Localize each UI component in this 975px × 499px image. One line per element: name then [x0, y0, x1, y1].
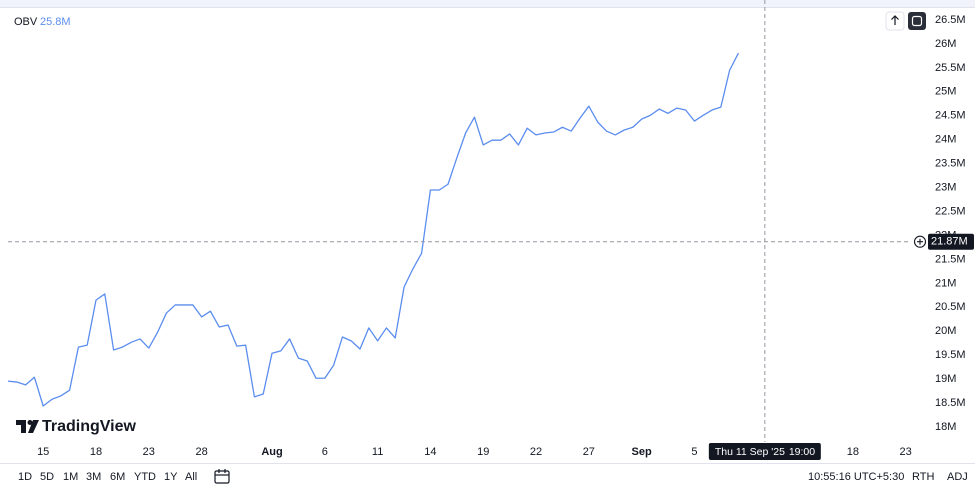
logo-dot — [27, 420, 33, 425]
obv-line — [7, 52, 740, 407]
plot-area: 18M18.5M19M19.5M20M20.5M21M21.5M22M22.5M… — [7, 0, 966, 458]
x-tick-label: Aug — [261, 446, 282, 458]
x-tick-label: 22 — [530, 446, 542, 458]
y-tick-label: 24.5M — [935, 110, 966, 122]
top-strip — [0, 0, 975, 7]
crosshair-date-label: Thu 11 Sep '25 — [715, 446, 785, 458]
y-tick-label: 26M — [935, 38, 956, 50]
x-tick-label: 18 — [847, 446, 859, 458]
arrow-icon — [891, 15, 899, 25]
x-tick-label: 28 — [195, 446, 207, 458]
calendar-icon — [214, 470, 230, 484]
x-tick-label: 11 — [372, 446, 383, 458]
brand-logo: TradingView — [16, 418, 137, 435]
y-tick-label: 23M — [935, 182, 956, 194]
range-button[interactable]: 1Y — [164, 471, 178, 483]
y-tick-label: 21M — [935, 277, 956, 289]
square-icon — [911, 15, 923, 27]
y-tick-label: 20M — [935, 325, 956, 337]
fullscreen-button[interactable] — [908, 12, 926, 30]
x-tick-label: 18 — [90, 446, 102, 458]
brand-name: TradingView — [42, 418, 137, 435]
x-tick-label: 6 — [322, 446, 328, 458]
range-button[interactable]: All — [185, 471, 197, 483]
x-tick-label: Sep — [632, 446, 652, 458]
time-label-box — [708, 443, 821, 460]
header: OBV 25.8M — [14, 16, 71, 28]
y-tick-label: 25M — [935, 86, 956, 98]
y-tick-label: 23.5M — [935, 158, 966, 170]
y-tick-label: 26.5M — [935, 14, 966, 26]
y-tick-label: 22.5M — [935, 205, 966, 217]
x-tick-label: 5 — [691, 446, 697, 458]
range-button[interactable]: 5D — [40, 471, 54, 483]
y-tick-label: 25.5M — [935, 62, 966, 74]
range-button[interactable]: 6M — [110, 471, 125, 483]
y-tick-label: 24M — [935, 134, 956, 146]
indicator-name: OBV — [14, 16, 38, 28]
range-button[interactable]: 1M — [63, 471, 78, 483]
clock: 10:55:16 UTC+5:30 — [808, 471, 904, 483]
logo-slash — [28, 420, 39, 433]
y-tick-label: 19M — [935, 373, 956, 385]
range-button[interactable]: 3M — [86, 471, 101, 483]
logo-mark — [16, 420, 26, 433]
calendar-button[interactable] — [214, 469, 230, 484]
x-tick-label: 14 — [424, 446, 436, 458]
y-tick-label: 21.5M — [935, 253, 966, 265]
x-tick-label: 15 — [37, 446, 49, 458]
crosshair-add-button[interactable] — [913, 235, 927, 248]
plus-icon — [917, 238, 923, 245]
x-tick-label: 27 — [583, 446, 595, 458]
range-button[interactable]: 1D — [18, 471, 32, 483]
crosshair-price-label: 21.87M — [931, 236, 968, 248]
range-button[interactable]: YTD — [134, 471, 156, 483]
adjust-button[interactable]: ADJ — [947, 471, 968, 483]
crosshair-time-label: 19:00 — [789, 446, 815, 458]
y-tick-label: 19.5M — [935, 349, 966, 361]
x-tick-label: 23 — [900, 446, 912, 458]
y-tick-label: 20.5M — [935, 301, 966, 313]
x-tick-label: 19 — [477, 446, 489, 458]
session-button[interactable]: RTH — [912, 471, 934, 483]
y-tick-label: 18.5M — [935, 397, 966, 409]
indicator-value: 25.8M — [40, 16, 71, 28]
y-tick-label: 18M — [935, 421, 956, 433]
x-tick-label: 23 — [143, 446, 155, 458]
top-buttons[interactable] — [885, 11, 926, 31]
price-label-box — [928, 233, 974, 250]
bottom-toolbar: 10:55:16 UTC+5:30 RTH ADJ 1D 5D 1M 3M 6M YTD 1… — [18, 469, 968, 484]
